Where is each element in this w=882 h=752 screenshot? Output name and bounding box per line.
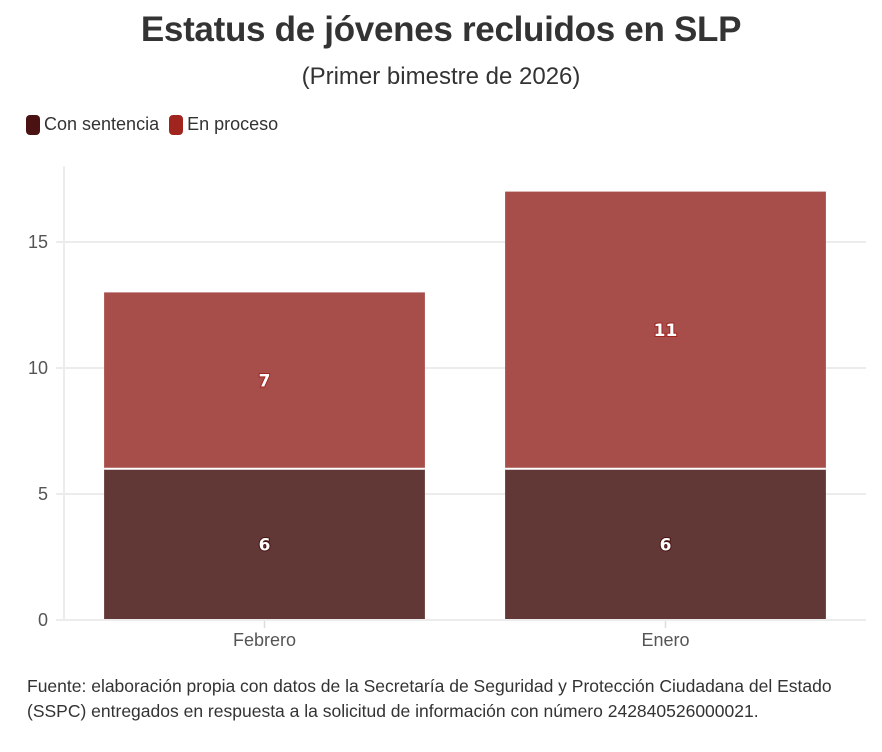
- legend: Con sentencia En proceso: [26, 114, 288, 135]
- chart-plot: 0 5 10 15 6 7 Febrero 6 11 Enero: [28, 166, 866, 650]
- legend-label-con-sentencia: Con sentencia: [44, 114, 160, 134]
- y-tick-label-10: 10: [28, 358, 48, 378]
- chart-subtitle: (Primer bimestre de 2026): [301, 63, 581, 90]
- bar-febrero-con-sentencia[interactable]: [104, 468, 425, 620]
- data-label-enero-con-sentencia: 6: [660, 535, 672, 555]
- legend-label-en-proceso: En proceso: [187, 114, 279, 134]
- x-tick-label-enero: Enero: [641, 630, 689, 650]
- legend-swatch-en-proceso: [169, 114, 184, 135]
- chart-title: Estatus de jóvenes recluidos en SLP: [140, 10, 742, 49]
- data-label-enero-en-proceso: 11: [654, 321, 678, 341]
- bar-febrero-en-proceso[interactable]: [104, 292, 425, 469]
- data-label-febrero-con-sentencia: 6: [259, 535, 271, 555]
- source-note: Fuente: elaboración propia con datos de …: [27, 676, 832, 721]
- y-tick-label-15: 15: [28, 232, 48, 252]
- data-label-febrero-en-proceso: 7: [259, 372, 271, 392]
- bar-enero-en-proceso[interactable]: [505, 191, 826, 469]
- y-tick-label-0: 0: [38, 610, 48, 630]
- legend-item-en-proceso[interactable]: En proceso: [169, 114, 278, 135]
- y-tick-label-5: 5: [38, 484, 48, 504]
- bar-enero-con-sentencia[interactable]: [505, 468, 826, 620]
- legend-item-con-sentencia[interactable]: Con sentencia: [26, 114, 159, 135]
- x-tick-label-febrero: Febrero: [233, 630, 296, 650]
- legend-swatch-con-sentencia: [26, 114, 40, 135]
